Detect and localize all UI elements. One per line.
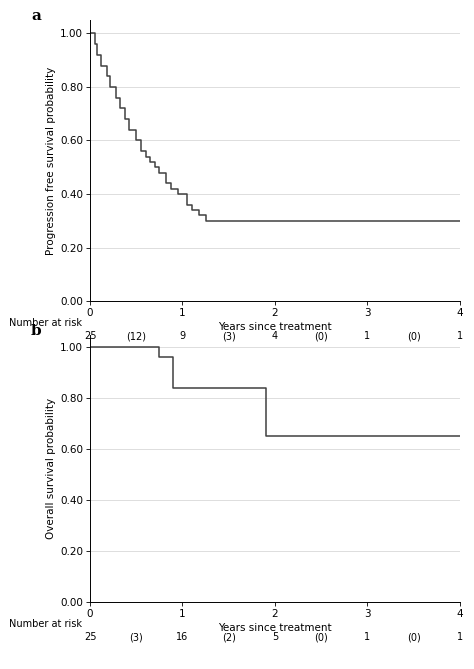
Text: 25: 25: [84, 331, 96, 341]
Text: 1: 1: [457, 632, 463, 642]
Text: (0): (0): [314, 331, 328, 341]
Text: a: a: [31, 9, 41, 23]
Text: (12): (12): [126, 331, 146, 341]
Text: (0): (0): [407, 331, 420, 341]
Y-axis label: Overall survival probability: Overall survival probability: [46, 398, 56, 539]
Text: (3): (3): [129, 632, 143, 642]
X-axis label: Years since treatment: Years since treatment: [218, 322, 332, 332]
Text: b: b: [31, 324, 42, 338]
Text: Number at risk: Number at risk: [9, 318, 82, 328]
Y-axis label: Progression free survival probability: Progression free survival probability: [46, 66, 56, 255]
Text: 1: 1: [365, 632, 370, 642]
Text: (2): (2): [222, 632, 236, 642]
Text: Number at risk: Number at risk: [9, 619, 82, 629]
Text: 25: 25: [84, 632, 96, 642]
Text: (0): (0): [407, 632, 420, 642]
Text: (3): (3): [222, 331, 236, 341]
X-axis label: Years since treatment: Years since treatment: [218, 624, 332, 634]
Text: 16: 16: [176, 632, 189, 642]
Text: (0): (0): [314, 632, 328, 642]
Text: 9: 9: [180, 331, 185, 341]
Text: 1: 1: [365, 331, 370, 341]
Text: 4: 4: [272, 331, 278, 341]
Text: 5: 5: [272, 632, 278, 642]
Text: 1: 1: [457, 331, 463, 341]
